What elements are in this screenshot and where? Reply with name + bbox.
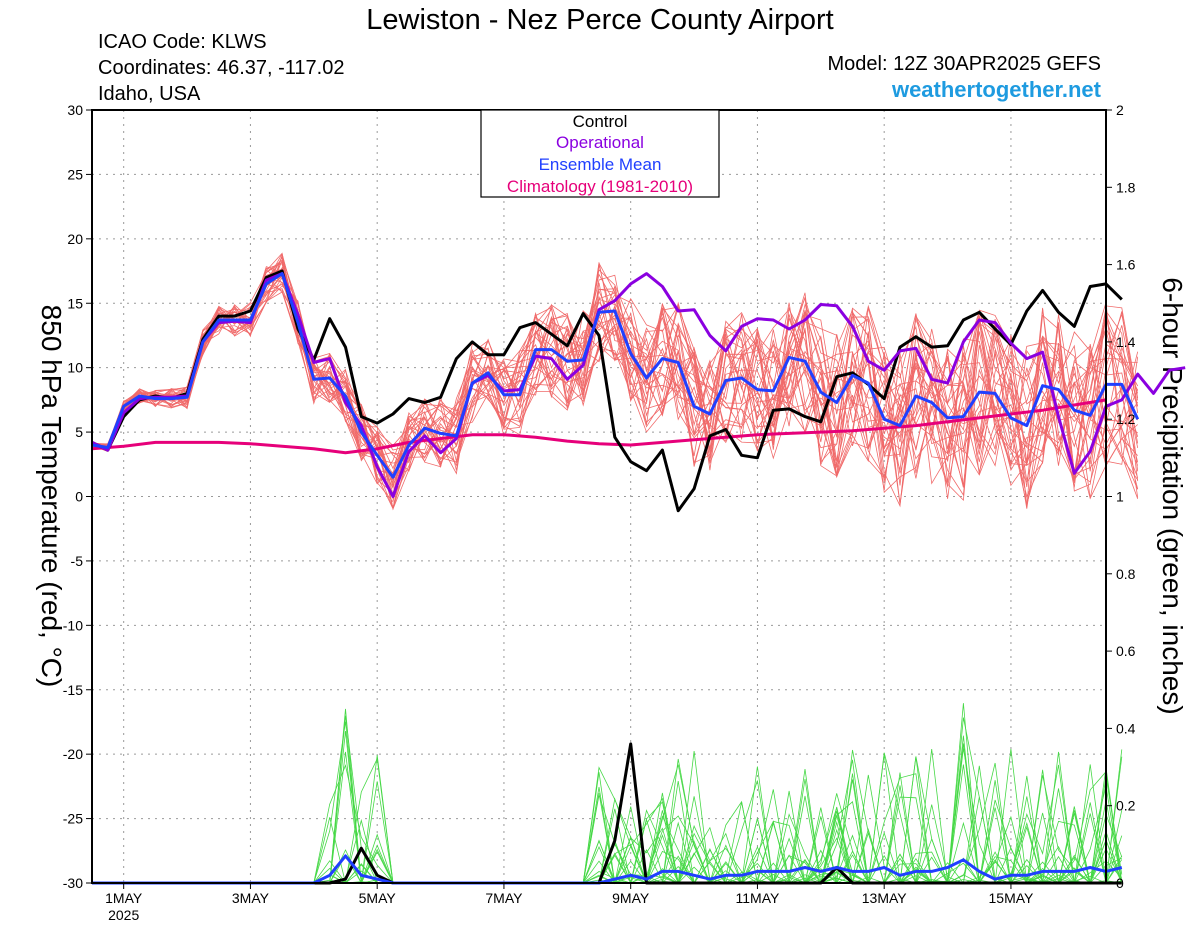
y2-tick-label: 0.8	[1116, 566, 1136, 582]
x-tick-label: 3MAY	[232, 890, 270, 906]
x-tick-label: 5MAY	[359, 890, 397, 906]
coordinates: Coordinates: 46.37, -117.02	[98, 57, 344, 79]
climatology-1981-2010-climo-line	[91, 398, 1107, 455]
legend-control: Control	[573, 112, 628, 131]
y-tick-label: 5	[75, 424, 83, 440]
y2-tick-label: 0	[1116, 875, 1124, 891]
icao-code: ICAO Code: KLWS	[98, 31, 267, 53]
temp-member-line	[92, 267, 1139, 482]
legend-operational: Operational	[556, 133, 644, 152]
y2-tick-label: 1.8	[1116, 179, 1136, 195]
chart-title: Lewiston - Nez Perce County Airport	[366, 4, 833, 36]
y2-axis-title: 6-hour Precipitation (green, inches)	[1157, 277, 1188, 714]
y2-tick-label: 1.6	[1116, 257, 1136, 273]
y-tick-label: -25	[63, 811, 83, 827]
region: Idaho, USA	[98, 83, 201, 105]
temp-member-line	[91, 268, 1139, 492]
y-tick-label: -10	[63, 617, 83, 633]
temp-member-line	[91, 274, 1139, 505]
x-tick-label: 1MAY	[105, 890, 143, 906]
y2-tick-label: 0.2	[1116, 798, 1136, 814]
y-tick-label: 30	[67, 102, 83, 118]
y-tick-label: 15	[67, 295, 83, 311]
x-tick-year: 2025	[108, 907, 139, 923]
ensemble-mean-temp-line	[91, 272, 1140, 479]
y-tick-label: 25	[67, 166, 83, 182]
y2-tick-label: 0.4	[1116, 720, 1136, 736]
temp-member-line	[91, 274, 1138, 500]
x-tick-label: 15MAY	[989, 890, 1035, 906]
x-tick-label: 7MAY	[485, 890, 523, 906]
model-run: Model: 12Z 30APR2025 GEFS	[828, 53, 1101, 75]
temp-member-line	[91, 260, 1138, 506]
y-axis-title: 850 hPa Temperature (red, °C)	[36, 305, 67, 688]
site-link[interactable]: weathertogether.net	[891, 77, 1102, 102]
x-tick-label: 9MAY	[612, 890, 650, 906]
legend: Control Operational Ensemble Mean Climat…	[480, 109, 720, 198]
legend-box	[480, 109, 720, 198]
y-tick-label: 0	[75, 489, 83, 505]
y-tick-label: -30	[63, 875, 83, 891]
temp-member-line	[91, 283, 1139, 484]
axis-ticks: 302520151050-5-10-15-20-25-3021.81.61.41…	[63, 102, 1136, 923]
y-tick-label: 10	[67, 360, 83, 376]
y-tick-label: -15	[63, 682, 83, 698]
operational-temp-line	[91, 272, 1186, 498]
y2-tick-label: 1	[1116, 489, 1124, 505]
x-tick-label: 11MAY	[736, 890, 780, 906]
y2-tick-label: 2	[1116, 102, 1124, 118]
legend-ensemble-mean: Ensemble Mean	[539, 155, 662, 174]
temp-member-line	[91, 253, 1139, 509]
x-tick-label: 13MAY	[862, 890, 908, 906]
y-tick-label: -5	[71, 553, 84, 569]
legend-climatology: Climatology (1981-2010)	[507, 177, 693, 196]
y2-tick-label: 1.4	[1116, 334, 1136, 350]
y-tick-label: -20	[63, 746, 83, 762]
y-tick-label: 20	[67, 231, 83, 247]
y2-tick-label: 1.2	[1116, 411, 1136, 427]
y2-tick-label: 0.6	[1116, 643, 1136, 659]
